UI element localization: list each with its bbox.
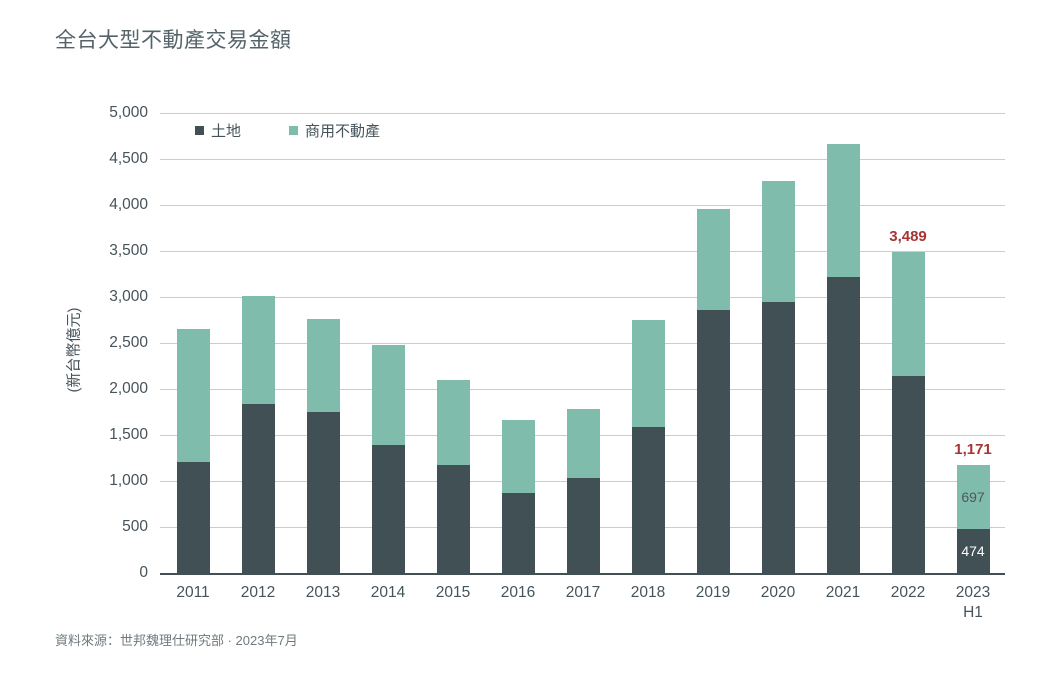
commercial-swatch-icon [289, 126, 299, 135]
y-tick-label: 3,000 [109, 288, 148, 305]
source-note: 資料來源：世邦魏理仕研究部 · 2023年7月 [55, 633, 298, 648]
bar-segment-commercial [761, 181, 795, 302]
x-tick-label: 2015 [435, 584, 471, 601]
gridline [160, 297, 1005, 298]
bar-segment-land [566, 478, 600, 573]
bar-segment-commercial [371, 344, 405, 446]
legend-item-land: 土地 [195, 120, 241, 141]
bar-segment-land [696, 310, 730, 573]
y-tick-label: 4,500 [109, 150, 148, 167]
y-tick-label: 2,000 [109, 380, 148, 397]
x-tick-label: 2012 [240, 584, 276, 601]
land-swatch-icon [195, 126, 204, 135]
y-tick-label: 0 [139, 564, 148, 581]
bar-segment-land [241, 403, 275, 573]
total-value-label: 3,489 [889, 228, 927, 245]
y-tick-label: 500 [122, 518, 148, 535]
bar-segment-land [761, 301, 795, 573]
y-tick-label: 5,000 [109, 104, 148, 121]
bar-segment-land [826, 276, 860, 573]
x-tick-label: 2020 [760, 584, 796, 601]
total-value-label: 1,171 [954, 441, 992, 459]
x-tick-label: 2018 [630, 584, 666, 601]
x-tick-label: 2017 [565, 584, 601, 601]
y-tick-label: 1,500 [109, 426, 148, 443]
gridline [160, 113, 1005, 114]
bar-segment-land [631, 426, 665, 573]
y-tick-label: 1,000 [109, 472, 148, 489]
bar-segment-commercial [956, 465, 990, 530]
x-tick-label: 2014 [370, 584, 406, 601]
x-tick-label: 2023 H1 [955, 584, 991, 621]
gridline [160, 159, 1005, 160]
legend-label-commercial: 商用不動產 [305, 123, 381, 140]
y-tick-label: 2,500 [109, 334, 148, 351]
bar-segment-commercial [891, 252, 925, 377]
chart-title: 全台大型不動產交易金額 [55, 29, 292, 52]
x-tick-label: 2016 [500, 584, 536, 601]
x-tick-label: 2013 [305, 584, 341, 601]
segment-value-label: 697 [961, 489, 985, 506]
legend-label-land: 土地 [211, 123, 242, 140]
x-tick-label: 2011 [176, 584, 210, 601]
x-tick-label: 2022 [890, 584, 926, 601]
x-axis-line [160, 573, 1005, 575]
gridline [160, 251, 1005, 252]
bar-segment-land [501, 493, 535, 573]
segment-value-label: 474 [961, 543, 985, 560]
x-tick-label: 2021 [825, 584, 861, 601]
bar-segment-land [436, 465, 470, 573]
bar-segment-land [371, 445, 405, 573]
x-tick-label: 2019 [695, 584, 731, 601]
gridline [160, 205, 1005, 206]
bar-segment-commercial [436, 379, 470, 466]
y-tick-label: 4,000 [109, 196, 148, 213]
bar-segment-land [956, 529, 990, 573]
gridline [160, 343, 1005, 344]
y-tick-label: 3,500 [109, 242, 148, 259]
bar-segment-commercial [696, 209, 730, 311]
bar-segment-commercial [631, 319, 665, 427]
bar-segment-land [176, 461, 210, 573]
bar-segment-commercial [176, 329, 210, 462]
legend-item-commercial: 商用不動產 [289, 120, 380, 141]
legend: 土地 商用不動產 [195, 120, 380, 141]
bar-segment-commercial [501, 420, 535, 493]
bar-segment-commercial [306, 319, 340, 412]
gridline [160, 389, 1005, 390]
bar-segment-commercial [241, 296, 275, 404]
bar-segment-commercial [826, 144, 860, 277]
bar-segment-land [891, 376, 925, 573]
bar-segment-commercial [566, 409, 600, 479]
bar-segment-land [306, 412, 340, 573]
